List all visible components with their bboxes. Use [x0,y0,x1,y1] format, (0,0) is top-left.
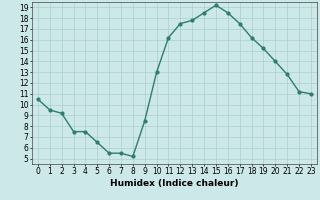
X-axis label: Humidex (Indice chaleur): Humidex (Indice chaleur) [110,179,239,188]
